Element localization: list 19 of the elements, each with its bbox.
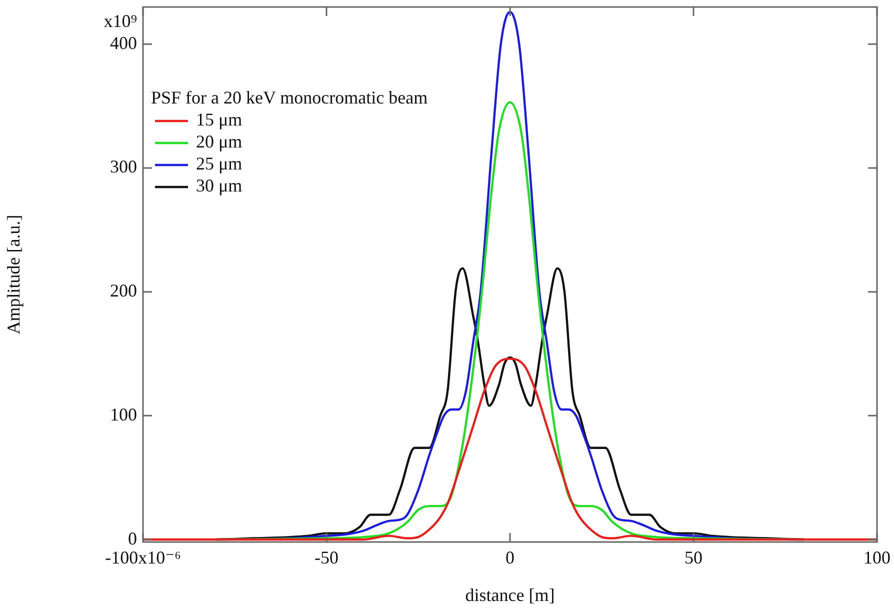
y-tick-label: 400 xyxy=(110,32,137,53)
x-axis-title: distance [m] xyxy=(465,584,555,605)
x-tick-label: 0 xyxy=(506,548,514,568)
x-tick-label: -50 xyxy=(314,548,339,568)
x-tick-label: -100 xyxy=(105,548,138,568)
y-tick-label: 0 xyxy=(128,528,137,548)
legend-label: 20 μm xyxy=(196,132,242,152)
legend-label: 15 μm xyxy=(196,110,242,130)
text: x10⁻⁶ xyxy=(138,548,181,568)
legend-title: PSF for a 20 keV monocromatic beam xyxy=(151,88,428,108)
y-tick-label: 300 xyxy=(110,156,137,177)
legend-label: 25 μm xyxy=(196,154,242,174)
legend-label: 30 μm xyxy=(196,176,242,196)
y-tick-label: 100 xyxy=(110,404,137,424)
y-axis-title: Amplitude [a.u.] xyxy=(4,214,24,334)
x-tick-label: 100 xyxy=(864,548,890,568)
y-tick-label: 200 xyxy=(110,280,137,301)
x-tick-label: 50 xyxy=(684,548,702,568)
text: x10⁹ xyxy=(104,10,137,31)
